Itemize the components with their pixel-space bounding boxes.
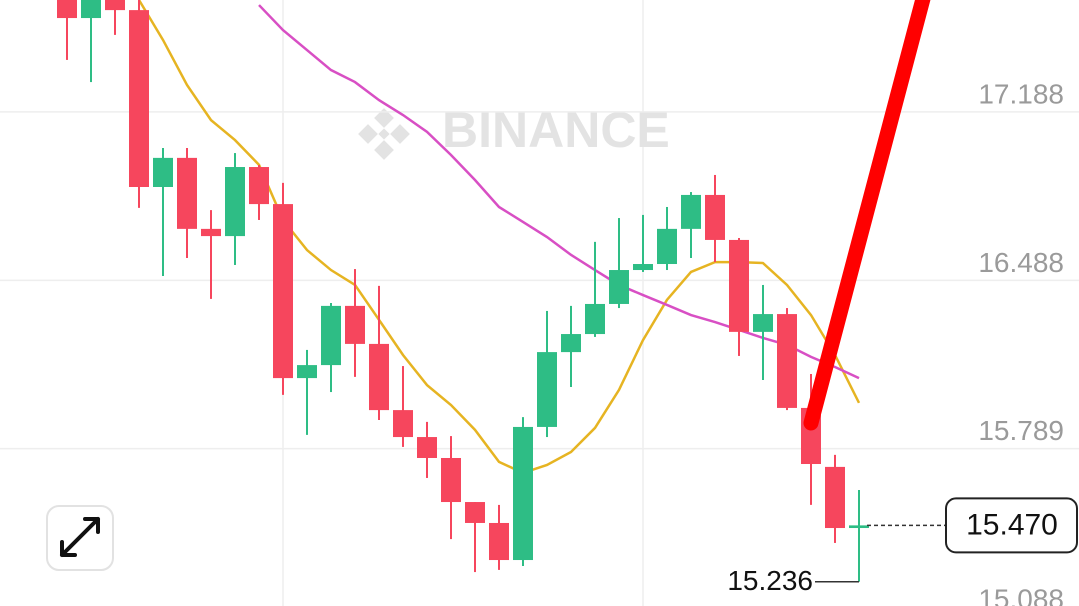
candle-body <box>753 314 773 332</box>
candle-body <box>441 457 461 503</box>
candle-body <box>273 204 293 379</box>
candle-body <box>153 157 173 187</box>
candle-body <box>177 157 197 229</box>
candle-body <box>225 167 245 237</box>
candle-body <box>297 365 317 379</box>
candle-body <box>249 167 269 205</box>
candle-body <box>57 0 77 19</box>
candle-body <box>561 334 581 353</box>
candle-body <box>345 305 365 344</box>
candle-body <box>201 228 221 237</box>
candle-body <box>417 437 437 458</box>
y-tick-label: 15.088 <box>978 584 1064 606</box>
candle-body <box>513 426 533 561</box>
candle-body <box>657 228 677 265</box>
candle-body <box>129 10 149 187</box>
last-price-box <box>945 497 1078 554</box>
drawn-arrow <box>803 0 931 431</box>
candle-body <box>585 303 605 335</box>
candle-body <box>537 352 557 427</box>
candle-body <box>81 0 101 19</box>
candle-body <box>465 502 485 523</box>
candle-body <box>489 522 509 561</box>
candle-body <box>681 194 701 229</box>
candle-body <box>849 525 869 529</box>
last-price-label: 15.470 <box>966 508 1058 541</box>
expand-button[interactable] <box>46 505 114 571</box>
candle-body <box>825 466 845 529</box>
candle-body <box>321 305 341 366</box>
candle-body <box>369 343 389 411</box>
candle-body <box>705 194 725 240</box>
candle-body <box>609 270 629 304</box>
candle-body <box>633 264 653 271</box>
candle-body <box>729 239 749 332</box>
low-marker-label: 15.236 <box>727 565 813 596</box>
candle-body <box>393 410 413 438</box>
y-tick-label: 17.188 <box>978 78 1064 109</box>
moving-average-line <box>137 0 861 475</box>
watermark-logo <box>358 108 410 160</box>
moving-average-line <box>258 4 860 380</box>
y-tick-label: 16.488 <box>978 247 1064 278</box>
candle-body <box>105 0 125 11</box>
watermark: BINANCE <box>442 102 670 158</box>
candle-body <box>777 314 797 408</box>
y-tick-label: 15.789 <box>978 415 1064 446</box>
